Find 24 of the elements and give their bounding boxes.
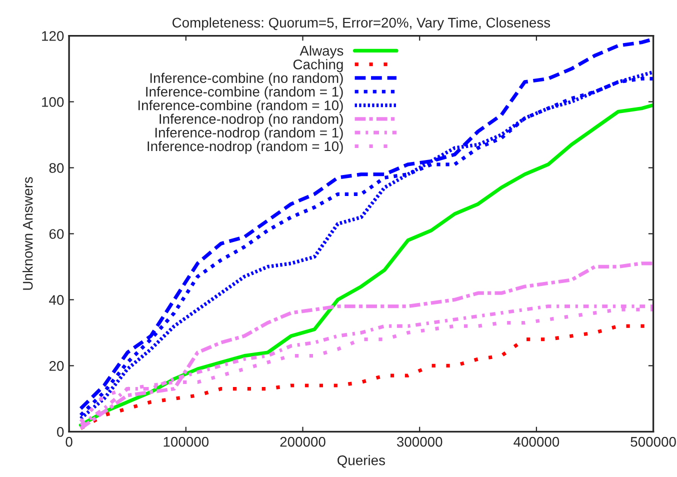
y-tick-label: 60	[49, 229, 64, 239]
x-tick-label: 500000	[630, 436, 676, 447]
x-axis-title: Queries	[338, 455, 385, 468]
y-tick-label: 80	[49, 163, 64, 173]
y-tick-label: 120	[42, 31, 64, 41]
legend-label: Caching	[293, 59, 343, 72]
legend-label: Always	[300, 45, 344, 58]
legend-label: Inference-nodrop (no random)	[160, 114, 343, 127]
x-tick-label: 300000	[396, 436, 442, 447]
y-tick-label: 100	[42, 97, 64, 107]
legend-label: Inference-combine (random = 1)	[146, 86, 343, 100]
legend-label: Inference-combine (random = 10)	[138, 100, 343, 114]
y-tick-label: 20	[49, 361, 64, 371]
x-tick-label: 400000	[514, 436, 560, 447]
x-tick-label: 100000	[164, 436, 209, 447]
x-tick-label: 0	[66, 436, 72, 447]
x-tick-label: 200000	[280, 436, 326, 447]
legend-label: Inference-nodrop (random = 1)	[155, 127, 343, 140]
legend-label: Inference-combine (no random)	[150, 72, 343, 86]
y-axis-title: Unknown Answers	[22, 177, 33, 290]
y-tick-label: 40	[49, 295, 64, 305]
chart-title: Completeness: Quorum=5, Error=20%, Vary Time, Closeness	[172, 17, 550, 30]
y-tick-label: 0	[57, 427, 64, 437]
legend-label: Inference-nodrop (random = 10)	[148, 140, 343, 154]
